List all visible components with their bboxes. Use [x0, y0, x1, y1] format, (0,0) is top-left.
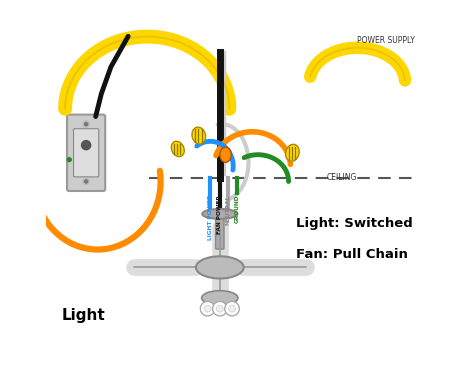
Circle shape — [201, 301, 215, 316]
Ellipse shape — [171, 141, 184, 157]
Circle shape — [204, 305, 211, 312]
Circle shape — [212, 301, 227, 316]
Ellipse shape — [285, 144, 299, 161]
Circle shape — [82, 141, 91, 150]
Ellipse shape — [192, 127, 206, 144]
Text: Light: Light — [61, 308, 105, 323]
Text: FAN POWER: FAN POWER — [217, 195, 222, 234]
Circle shape — [228, 305, 236, 312]
Text: GROUND: GROUND — [235, 195, 239, 223]
Text: CEILING: CEILING — [327, 173, 357, 182]
Text: NEUTRAL: NEUTRAL — [226, 195, 231, 225]
Ellipse shape — [202, 209, 237, 219]
Text: LIGHT POWER: LIGHT POWER — [208, 195, 213, 240]
FancyBboxPatch shape — [216, 213, 224, 249]
Text: Light: Switched: Light: Switched — [296, 217, 413, 230]
Circle shape — [216, 305, 223, 312]
Circle shape — [67, 158, 71, 162]
Text: Fan: Pull Chain: Fan: Pull Chain — [296, 248, 408, 261]
Text: POWER SUPPLY: POWER SUPPLY — [357, 36, 415, 45]
Ellipse shape — [196, 256, 244, 278]
FancyBboxPatch shape — [67, 115, 105, 191]
FancyBboxPatch shape — [73, 129, 99, 177]
Circle shape — [84, 180, 88, 183]
Circle shape — [83, 121, 89, 127]
Circle shape — [84, 123, 88, 126]
Circle shape — [225, 301, 239, 316]
Ellipse shape — [220, 147, 231, 162]
Ellipse shape — [201, 291, 238, 305]
Circle shape — [83, 178, 89, 185]
